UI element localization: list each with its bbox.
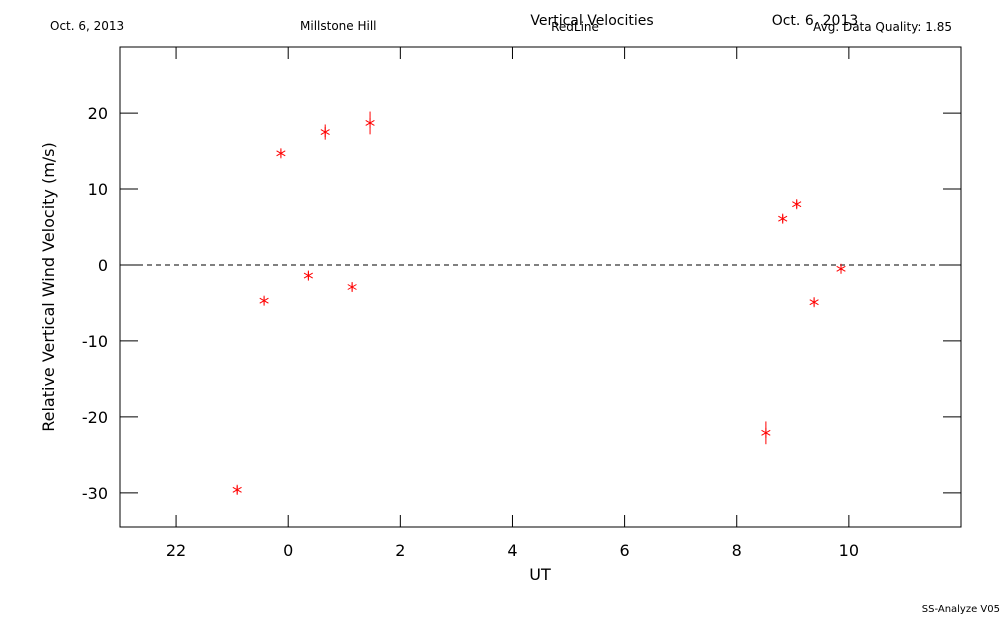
x-tick-label: 10	[839, 541, 859, 560]
x-tick-label: 2	[395, 541, 405, 560]
x-tick-label: 22	[166, 541, 186, 560]
x-axis-label: UT	[529, 565, 551, 584]
y-tick-label: -30	[82, 484, 108, 503]
x-tick-label: 4	[507, 541, 517, 560]
quality: Avg. Data Quality: 1.85	[813, 20, 952, 34]
x-tick-label: 8	[732, 541, 742, 560]
y-tick-label: 20	[88, 104, 108, 123]
site: Millstone Hill	[300, 19, 376, 33]
chart-subtitle: RedLine	[551, 20, 599, 34]
date-left: Oct. 6, 2013	[50, 19, 124, 33]
y-tick-label: 0	[98, 256, 108, 275]
y-axis-label: Relative Vertical Wind Velocity (m/s)	[39, 142, 58, 432]
x-tick-label: 0	[283, 541, 293, 560]
y-tick-label: -20	[82, 408, 108, 427]
y-tick-label: 10	[88, 180, 108, 199]
chart-title: Vertical Velocities	[530, 13, 653, 29]
date-right: Oct. 6, 2013	[772, 13, 859, 29]
plot-frame	[119, 46, 962, 528]
y-tick-label: -10	[82, 332, 108, 351]
footer: SS-Analyze V05	[922, 604, 1000, 615]
x-tick-label: 6	[620, 541, 630, 560]
